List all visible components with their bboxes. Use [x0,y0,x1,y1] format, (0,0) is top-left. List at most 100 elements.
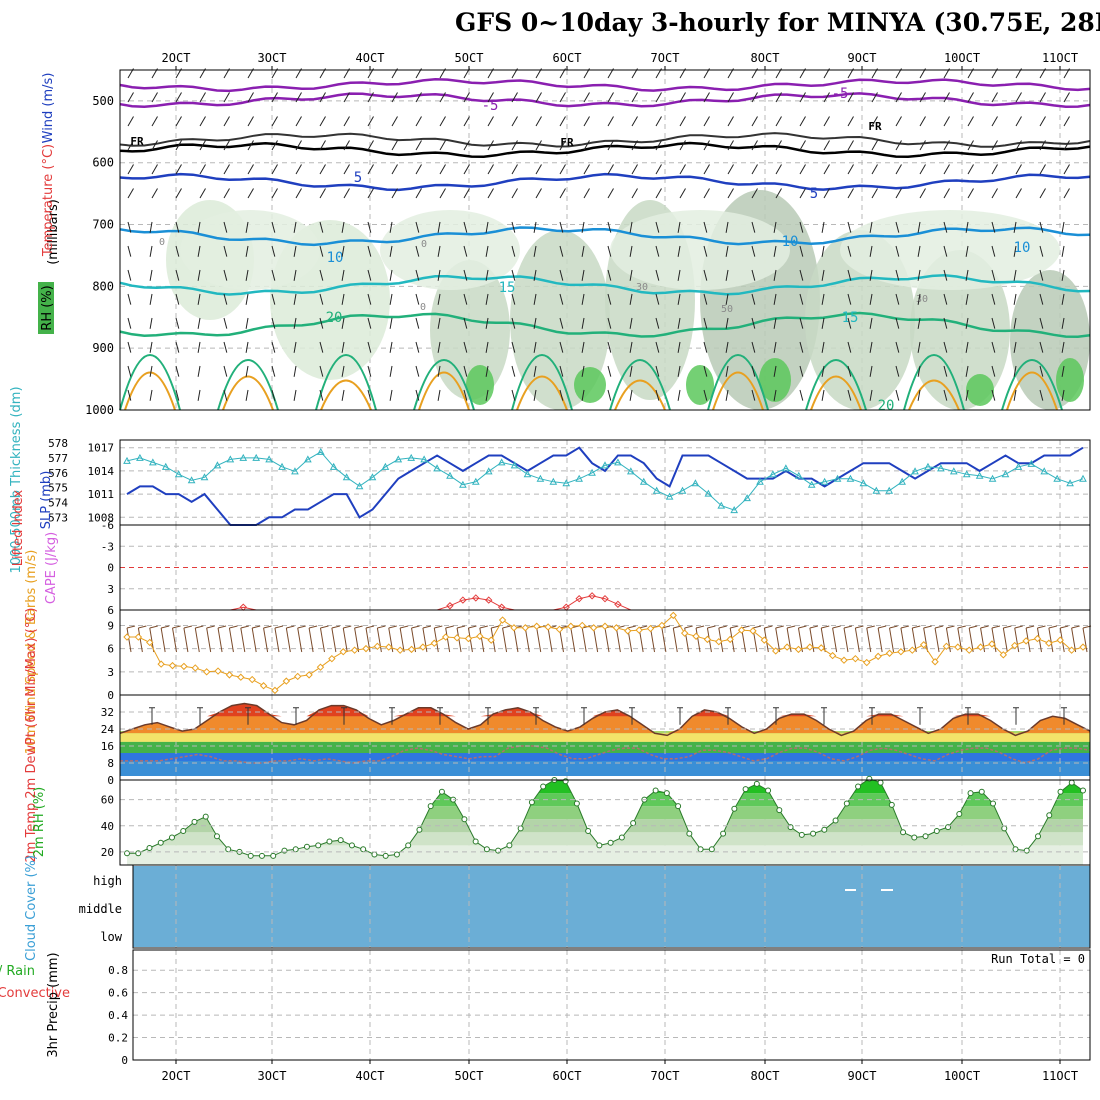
wind-barb [319,293,324,305]
rh2m-point [124,850,130,857]
wind-barb [127,221,132,233]
wind10-barb [479,627,485,653]
rh-band [127,778,1083,794]
wind-barb [821,269,825,281]
wind-barb [223,116,230,127]
wind-barb [149,245,153,257]
wind-barb [247,164,254,175]
wind10-point [601,622,609,630]
wind-barb [463,188,470,199]
thickness-point [1014,462,1023,470]
rh2m-point [191,818,198,825]
wind-barb [631,116,638,127]
wind10-point [271,686,279,695]
wind-barb [1063,116,1070,127]
wind-barb [991,188,998,199]
wind10-barb-flag [889,625,898,629]
wind10-point [669,611,677,620]
wind10-barb-flag [969,625,978,629]
isotherm-25-loop [908,379,960,411]
wind-barb [751,389,756,401]
wind-barb [245,221,249,233]
thickness-point [278,462,286,470]
wind-barb [871,116,878,127]
wind10-barb-flag [388,625,397,629]
wind-barb [847,341,852,353]
wind-barb [799,245,804,257]
rh2m-point [731,805,738,812]
wind-barb [175,389,180,401]
rh2m-point [225,846,232,853]
wind10-barb-flag [1048,625,1057,629]
thickness-point [1040,467,1049,475]
rh2m-point [326,838,333,845]
rh2m-point [742,786,749,793]
rh-legend-swatch [38,282,54,334]
wind-barb [559,269,564,281]
wind-barb [847,389,852,401]
wind-barb [319,365,324,377]
wind-barb [175,317,180,329]
wind-barb [823,92,830,103]
thickness-point [911,467,919,475]
wind10-barb-flag [1037,625,1046,629]
wind-barb [437,269,441,281]
wind10-barb-flag [297,625,306,629]
rh-shade-blob [1056,358,1084,402]
wind10-barb-flag [400,625,409,629]
wind10-barb-flag [1060,625,1069,629]
wind-barb [895,164,902,175]
wind10-point [578,621,586,630]
wind-barb [511,341,516,353]
thickness-point [691,479,700,487]
wind10-point [760,636,769,644]
wind-barb [149,389,153,401]
wind10-barb-flag [502,625,511,629]
wind-barb [727,188,734,199]
wind-barb [799,140,806,151]
wind10-barb-flag [331,625,340,629]
pressure-tick: 900 [92,341,114,355]
x-tick-bottom: 5OCT [455,1069,484,1083]
wind-barb [1039,164,1046,175]
cloud-level-low: low [100,930,122,944]
wind-barb [343,116,350,127]
wind-barb [965,245,969,257]
wind-barb [703,389,708,401]
thickness-point [187,476,196,484]
wind-barb [343,188,350,199]
wind10-point [817,644,825,652]
wind10-barb [308,627,314,653]
wind-barb [511,365,516,377]
wind-barb [655,188,662,199]
wind-barb [847,140,854,151]
temp-band-yellow [120,733,1090,742]
wind10-barb-flag [343,625,352,629]
wind-barb [943,221,948,233]
wind10-tick: 0 [107,689,114,702]
wind10-point [794,645,803,654]
wind-barb [943,293,948,305]
rh2m-point [315,842,322,849]
temp-band-cold [120,760,1090,776]
wind10-barb-flag [798,625,807,629]
wind-barb [917,341,921,353]
wind-barb [127,269,132,281]
isotherm-20-loop [315,354,377,411]
rh2m-point [180,828,187,834]
rh2m-point [360,846,367,853]
wind10-barb [866,627,872,653]
cape-ylabel: CAPE (J/kg) [44,532,59,604]
isotherm-25-loop [124,371,176,411]
wind10-barb-flag [445,625,454,629]
wind10-point [328,654,336,663]
wind10-point [157,660,165,668]
wind-barb [943,245,948,257]
wind-barb [751,92,758,103]
wind10-barb [593,627,599,653]
wind-barb [943,389,948,401]
rh2m-point [213,833,220,840]
wind10-barb-flag [695,625,705,629]
thickness-point [549,477,558,485]
wind10-barb-flag [866,625,875,629]
